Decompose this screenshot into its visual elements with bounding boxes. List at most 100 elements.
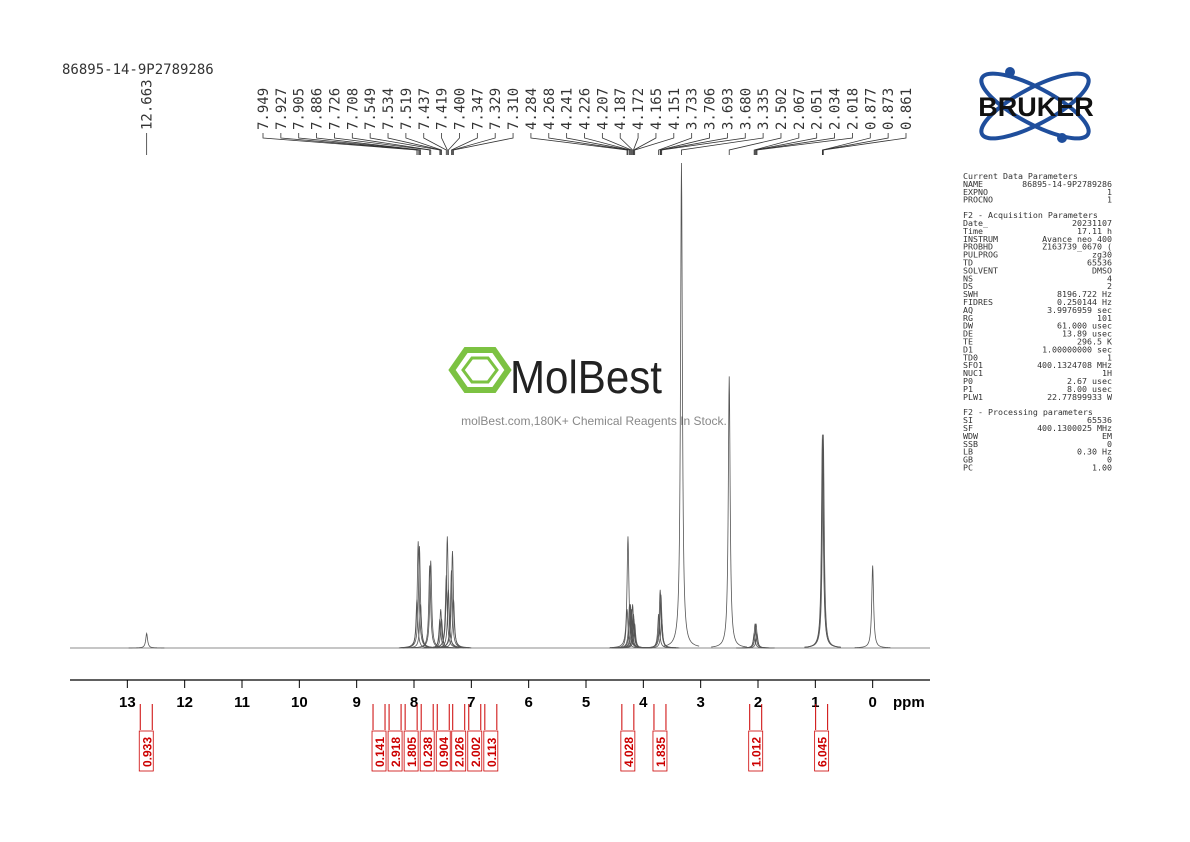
integral-label: 1.835 <box>654 737 668 767</box>
peak-label: 3.680 <box>738 88 754 130</box>
integral-bracket <box>404 704 418 730</box>
parameter-key: TD <box>963 258 973 268</box>
parameter-key: P0 <box>963 376 973 386</box>
peak-label: 4.268 <box>542 88 558 130</box>
peak-label: 0.861 <box>899 88 915 130</box>
peak-label-leader <box>280 133 419 155</box>
parameter-value: Z163739_0670 ( <box>1042 242 1112 252</box>
watermark-tagline: molBest.com,180K+ Chemical Reagents In S… <box>461 414 727 428</box>
peak-label: 7.949 <box>256 88 272 130</box>
spectrum-peak <box>663 162 700 647</box>
parameter-value: 86895-14-9P2789286 <box>1022 179 1112 189</box>
integral-label: 0.238 <box>421 737 435 767</box>
peak-label: 7.437 <box>417 88 433 130</box>
x-tick-label: 11 <box>234 694 250 711</box>
integral-box <box>451 730 467 772</box>
peak-label: 7.927 <box>274 88 290 130</box>
integral-bracket <box>815 704 829 730</box>
peak-label: 2.502 <box>774 88 790 130</box>
parameter-value: 400.1300025 MHz <box>1037 423 1112 433</box>
parameter-key: SF <box>963 423 973 433</box>
peak-label-leader <box>262 133 418 155</box>
integral-box <box>652 730 668 772</box>
parameter-key: INSTRUM <box>963 234 998 244</box>
integral-box <box>748 730 764 772</box>
peak-label-leader <box>451 133 478 155</box>
parameter-key: PULPROG <box>963 250 998 260</box>
integral-box <box>814 730 830 772</box>
parameter-value: 17.11 h <box>1077 226 1112 236</box>
watermark: MolBest molBest.com,180K+ Chemical Reage… <box>448 347 727 428</box>
peak-label: 2.018 <box>845 88 861 130</box>
integral-label: 6.045 <box>816 737 830 767</box>
integral-bracket <box>436 704 450 730</box>
integral-label: 2.002 <box>469 737 483 767</box>
peak-label-leader <box>452 133 496 155</box>
peak-label: 12.663 <box>140 79 156 130</box>
peak-label: 3.733 <box>685 88 701 130</box>
parameter-section-title: F2 - Processing parameters <box>963 407 1093 417</box>
x-tick-label: 2 <box>754 694 762 711</box>
parameter-value: 0.250144 Hz <box>1057 297 1112 307</box>
peak-label-leader <box>661 133 746 155</box>
integral-label: 0.933 <box>140 737 154 767</box>
watermark-ring <box>461 356 499 384</box>
peak-label-leader <box>548 133 629 155</box>
peak-label-leader <box>351 133 432 155</box>
parameter-key: SSB <box>963 439 978 449</box>
integral-label: 2.918 <box>389 737 403 767</box>
watermark-hexagon <box>448 347 512 393</box>
integral-bracket <box>484 704 498 730</box>
peak-label-leader <box>681 133 764 155</box>
peak-label-leader <box>619 133 634 155</box>
parameter-value: 65536 <box>1087 415 1112 425</box>
parameter-key: Date_ <box>963 218 988 228</box>
peak-label: 7.726 <box>327 88 343 130</box>
parameter-value: 22.77899933 W <box>1047 392 1112 402</box>
parameter-value: DMSO <box>1092 265 1112 275</box>
integral-label: 1.012 <box>750 737 764 767</box>
integral-label: 1.805 <box>405 737 419 767</box>
integral-bracket <box>468 704 482 730</box>
parameter-section-title: F2 - Acquisition Parameters <box>963 210 1098 220</box>
parameter-key: PC <box>963 463 973 473</box>
x-tick-label: 5 <box>582 694 590 711</box>
watermark-name: MolBest <box>510 351 662 403</box>
peak-label-leader <box>298 133 420 155</box>
peak-label: 4.172 <box>631 88 647 130</box>
integral-label: 0.904 <box>437 737 451 767</box>
parameter-key: NUC1 <box>963 368 983 378</box>
peak-label-leader <box>405 133 442 155</box>
peak-label-leader <box>601 133 632 155</box>
peak-label-leader <box>530 133 628 155</box>
peak-label-leader <box>634 133 675 155</box>
parameter-section-title: Current Data Parameters <box>963 171 1078 181</box>
peak-label-leader <box>633 133 639 155</box>
parameter-value: 1 <box>1107 187 1112 197</box>
parameter-value: EM <box>1102 431 1112 441</box>
peak-label: 2.051 <box>810 88 826 130</box>
integral-bracket <box>749 704 763 730</box>
peak-label-leader <box>334 133 431 155</box>
parameter-key: SWH <box>963 289 978 299</box>
parameter-key: NAME <box>963 179 983 189</box>
x-tick-label: 12 <box>176 694 193 711</box>
parameter-value: 1.00 <box>1092 463 1112 473</box>
integral-bracket <box>139 704 153 730</box>
peak-label-leader <box>755 133 835 155</box>
parameter-value: 1.00000000 sec <box>1042 344 1112 354</box>
integral-label: 2.026 <box>453 737 467 767</box>
integral-bracket <box>388 704 402 730</box>
parameter-key: DE <box>963 329 973 339</box>
peak-label-leader <box>754 133 818 155</box>
x-axis-label: ppm <box>893 694 925 711</box>
integral-label: 0.113 <box>485 737 499 767</box>
integral-box <box>387 730 403 772</box>
peak-label: 7.329 <box>488 88 504 130</box>
integral-box <box>620 730 636 772</box>
peak-label: 7.886 <box>310 88 326 130</box>
spectrum-peak <box>435 599 472 649</box>
parameter-key: DS <box>963 281 973 291</box>
parameter-key: FIDRES <box>963 297 993 307</box>
